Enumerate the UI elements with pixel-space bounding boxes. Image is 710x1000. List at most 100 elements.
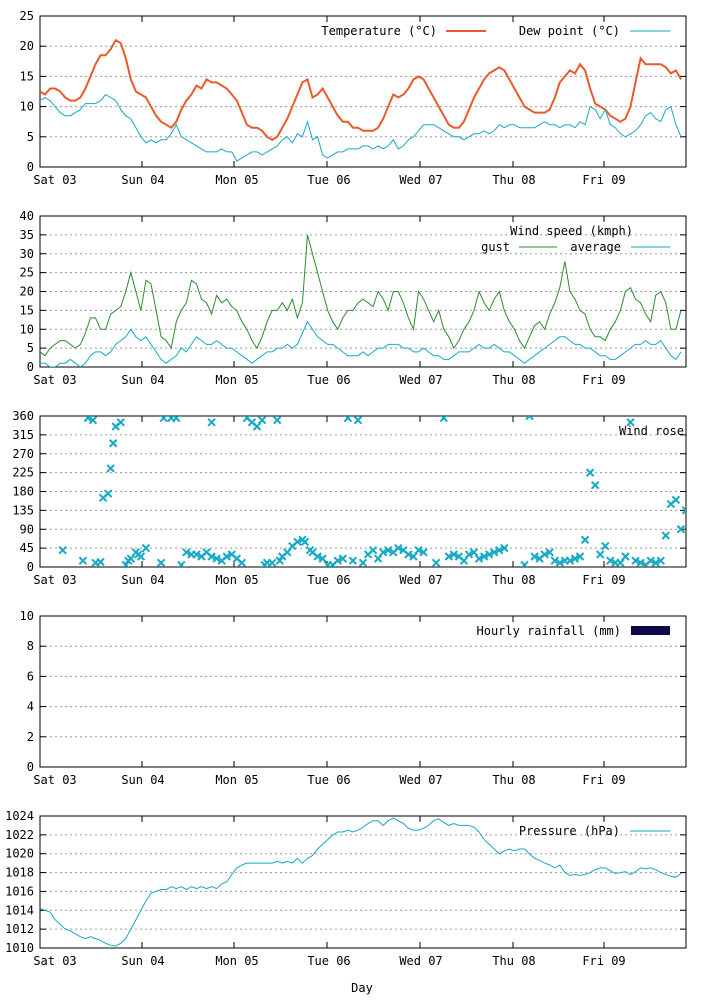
x-axis-label: Day [351,981,373,995]
x-tick-label: Thu 08 [492,773,535,787]
scatter-point [545,548,554,557]
x-tick-label: Mon 05 [215,573,258,587]
scatter-point [368,546,378,555]
scatter-point [293,537,302,547]
scatter-point [439,416,448,423]
series-layer [40,38,682,162]
scatter-point [479,552,489,561]
scatter-point [257,416,267,425]
y-tick-label: 10 [20,100,34,114]
scatter-point [550,556,559,565]
scatter-point [348,556,358,565]
x-tick-label: Thu 08 [492,573,535,587]
scatter-point [207,552,216,561]
legend-label: Hourly rainfall (mm) [477,624,622,638]
y-tick-label: 25 [20,266,34,280]
x-tick-label: Tue 06 [307,773,350,787]
y-tick-label: 0 [27,360,34,374]
scatter-point [500,543,509,553]
series-layer [58,416,686,567]
pressure-panel: 1010 1012 1014 1016 1018 1020 1022 1024 Sat 03 Su… [5,809,687,968]
y-tick-label: 0 [27,560,34,574]
legend-swatch [631,626,670,635]
scatter-point [651,558,660,567]
scatter-point [275,556,284,565]
plot-frame [39,215,687,368]
x-tick-label: Tue 06 [307,573,350,587]
x-tick-label: Fri 09 [582,373,625,387]
x-tick-label: Thu 08 [492,173,535,187]
y-tick-label: 20 [20,285,34,299]
scatter-point [177,560,186,567]
scatter-point [116,418,125,427]
scatter-point [570,554,580,563]
legend-title: Wind speed (kmph) [510,224,633,238]
plot-frame [39,815,687,949]
x-tick-label: Sat 03 [33,173,76,187]
temperature-panel: 0 5 10 15 20 25 Sat 03 Sun 04 Mon 05 Tue 06 Wed 07… [20,9,687,187]
y-tick-label: 135 [12,503,34,517]
series-line [40,93,682,162]
y-tick-label: 225 [12,466,34,480]
scatter-point [464,550,474,559]
scatter-point [338,554,348,563]
scatter-point [656,556,665,565]
wind-rose-panel: 0 45 90 135 180 225 270 315 360 Sat 03 Sun 04 Mon 0… [12,409,687,587]
scatter-point [525,416,534,421]
scatter-point [484,550,494,559]
wind-speed-panel: 0 5 10 15 20 25 30 35 40 Sat 03 Sun 04 Mon 05 Tue 06… [20,209,687,387]
legend-label: Temperature (°C) [321,24,437,38]
scatter-point [358,558,368,567]
x-tick-label: Mon 05 [215,173,258,187]
x-tick-label: Wed 07 [399,173,442,187]
x-tick-label: Sun 04 [121,773,164,787]
scatter-point [595,550,605,559]
y-tick-label: 15 [20,69,34,83]
scatter-point [474,554,484,563]
scatter-point [580,535,590,544]
scatter-point [343,416,353,423]
y-tick-label: 1024 [5,809,34,823]
legend-label: gust [481,240,510,254]
scatter-point [58,546,67,555]
scatter-point [172,416,181,423]
scatter-point [636,558,645,567]
scatter-point [621,552,630,561]
scatter-point [449,550,459,559]
y-tick-label: 1020 [5,847,34,861]
y-tick-label: 315 [12,428,34,442]
x-tick-label: Wed 07 [399,954,442,968]
scatter-point [414,546,423,555]
x-tick-label: Sat 03 [33,954,76,968]
scatter-point [78,556,88,565]
x-tick-label: Sat 03 [33,773,76,787]
scatter-point [103,489,113,498]
x-tick-label: Sat 03 [33,573,76,587]
scatter-point [419,548,428,557]
x-tick-label: Mon 05 [215,954,258,968]
y-tick-label: 6 [27,669,34,683]
scatter-point [159,416,168,423]
scatter-point [222,552,231,561]
scatter-point [300,537,310,547]
scatter-point [646,556,655,565]
scatter-point [631,556,640,565]
x-tick-label: Sun 04 [121,373,164,387]
legend: Wind speed (kmph)gust average [481,224,670,254]
scatter-point [212,554,221,563]
scatter-point [156,558,166,567]
x-tick-label: Tue 06 [307,954,350,968]
y-tick-label: 270 [12,447,34,461]
scatter-point [378,548,388,557]
scatter-point [404,550,413,559]
legend: Pressure (hPa) [519,824,670,838]
scatter-point [590,481,600,490]
scatter-point [490,548,499,557]
scatter-point [606,556,615,565]
series-line [40,234,682,357]
scatter-point [83,416,93,423]
y-tick-label: 45 [20,541,34,555]
scatter-point [444,552,454,561]
y-tick-label: 20 [20,39,34,53]
scatter-point [601,541,610,551]
